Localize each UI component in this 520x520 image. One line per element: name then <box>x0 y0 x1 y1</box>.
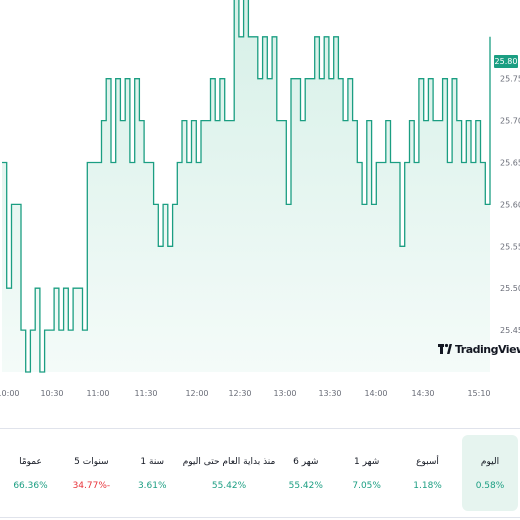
price-area-fill <box>2 0 490 372</box>
y-axis-tick-label: 25.60 <box>500 200 520 209</box>
x-axis-tick-label: 14:30 <box>411 389 434 398</box>
perf-label: 1 شهر <box>354 457 380 467</box>
perf-label: أسبوع <box>416 457 439 467</box>
x-axis-tick-label: 14:00 <box>364 389 387 398</box>
perf-cell-today[interactable]: اليوم 0.58% <box>462 435 518 511</box>
perf-cell-week[interactable]: أسبوع 1.18% <box>397 429 458 517</box>
perf-label: 1 سنة <box>140 457 165 467</box>
x-axis-tick-label: 15:10 <box>467 389 490 398</box>
y-axis-tick-label: 25.45 <box>500 326 520 335</box>
perf-value: 55.42% <box>288 481 323 491</box>
tradingview-logo-icon <box>438 343 452 354</box>
perf-value: 55.42% <box>211 481 247 491</box>
perf-label: 6 شهر <box>293 457 319 467</box>
x-axis-tick-label: 12:30 <box>228 389 251 398</box>
perf-value: 1.18% <box>413 481 442 491</box>
perf-label: اليوم <box>480 457 500 467</box>
perf-cell-ytd[interactable]: منذ بداية العام حتى اليوم 55.42% <box>183 429 276 517</box>
y-axis-tick-label: 25.65 <box>500 158 520 167</box>
x-axis-tick-label: 11:30 <box>134 389 157 398</box>
perf-cell-1-year[interactable]: 1 سنة 3.61% <box>122 429 183 517</box>
x-axis-tick-label: 10:00 <box>0 389 20 398</box>
perf-value: 7.05% <box>352 481 381 491</box>
price-series-line <box>2 0 491 373</box>
x-axis-tick-label: 13:30 <box>318 389 341 398</box>
perf-label: عمومًا <box>19 457 42 467</box>
x-axis-tick-label: 13:00 <box>273 389 296 398</box>
perf-value: 0.58% <box>475 481 505 491</box>
x-axis-tick-label: 11:00 <box>86 389 109 398</box>
y-axis-tick-label: 25.70 <box>500 117 520 126</box>
perf-value: 34.77%- <box>72 481 111 491</box>
x-axis-tick-label: 12:00 <box>185 389 208 398</box>
x-axis-tick-label: 10:30 <box>40 389 63 398</box>
perf-cell-5-year[interactable]: 5 سنوات 34.77%- <box>61 429 122 517</box>
chart-canvas[interactable]: 25.80 25.75 25.70 25.65 25.60 25.55 25.50 25.45… <box>0 0 520 400</box>
perf-value: 66.36% <box>13 481 48 491</box>
perf-cell-all-time[interactable]: عمومًا 66.36% <box>0 429 61 517</box>
price-chart[interactable]: 25.80 25.75 25.70 25.65 25.60 25.55 25.50 25.45… <box>0 0 520 400</box>
y-axis-tick-label: 25.50 <box>500 284 520 293</box>
perf-cell-6-month[interactable]: 6 شهر 55.42% <box>275 429 336 517</box>
y-axis-tick-label: 25.55 <box>500 242 520 251</box>
tradingview-logo-text: TradingView <box>455 342 520 356</box>
last-price-badge: 25.80 <box>494 55 518 68</box>
perf-value: 3.61% <box>137 481 167 491</box>
y-axis-tick-label: 25.75 <box>500 75 520 84</box>
perf-label: منذ بداية العام حتى اليوم <box>182 457 276 467</box>
tradingview-logo[interactable]: TradingView <box>438 340 520 358</box>
perf-label: 5 سنوات <box>74 457 109 467</box>
performance-bar: اليوم 0.58% أسبوع 1.18% 1 شهر 7.05% 6 شه… <box>0 428 520 518</box>
perf-cell-1-month[interactable]: 1 شهر 7.05% <box>336 429 397 517</box>
